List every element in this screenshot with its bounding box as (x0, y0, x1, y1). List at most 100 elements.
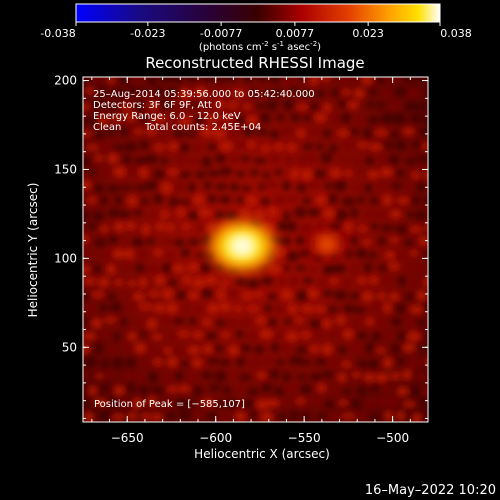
speckle-blob (344, 170, 353, 177)
speckle-blob (308, 266, 318, 273)
speckle-blob (94, 130, 106, 140)
speckle-blob (288, 355, 303, 366)
speckle-blob (187, 263, 201, 272)
speckle-blob (353, 87, 365, 100)
speckle-blob (379, 167, 394, 178)
speckle-blob (380, 112, 395, 125)
speckle-blob (173, 77, 183, 85)
speckle-blob (387, 395, 400, 408)
speckle-blob (88, 169, 98, 176)
speckle-blob (160, 316, 175, 326)
speckle-blob (225, 211, 239, 221)
speckle-blob (302, 114, 313, 122)
speckle-blob (127, 85, 137, 98)
speckle-blob (260, 197, 271, 207)
speckle-blob (282, 371, 291, 383)
speckle-blob (112, 145, 125, 152)
speckle-blob (324, 399, 334, 409)
speckle-blob (144, 154, 159, 164)
speckle-blob (335, 314, 346, 326)
speckle-blob (187, 238, 201, 246)
speckle-blob (330, 167, 342, 178)
speckle-blob (341, 89, 352, 96)
speckle-blob (205, 275, 217, 286)
speckle-blob (180, 248, 190, 258)
speckle-blob (216, 77, 226, 84)
speckle-blob (153, 248, 164, 257)
speckle-blob (396, 331, 408, 341)
speckle-blob (300, 331, 312, 339)
speckle-blob (366, 116, 380, 125)
speckle-blob (357, 385, 368, 396)
y-tick-label: 150 (54, 162, 77, 176)
speckle-blob (92, 210, 105, 222)
speckle-blob (325, 306, 339, 314)
speckle-blob (258, 112, 272, 124)
speckle-blob (208, 114, 218, 124)
speckle-blob (297, 374, 306, 381)
speckle-blob (415, 102, 428, 112)
speckle-blob (101, 359, 110, 368)
speckle-blob (157, 129, 172, 138)
speckle-blob (153, 86, 165, 98)
speckle-blob (262, 89, 275, 97)
speckle-blob (134, 184, 147, 192)
speckle-blob (174, 398, 188, 410)
speckle-blob (390, 182, 404, 189)
speckle-blob (98, 276, 110, 288)
speckle-blob (363, 372, 376, 383)
speckle-blob (248, 410, 258, 419)
colorbar-tick-label: -0.023 (130, 27, 165, 40)
speckle-blob (384, 410, 393, 422)
speckle-blob (273, 303, 285, 315)
speckle-blob (179, 410, 192, 421)
speckle-blob (193, 410, 203, 421)
axes: −650 −600 −550 −500 50 100 150 200 (54, 74, 429, 445)
speckle-blob (241, 399, 256, 409)
speckle-blob (322, 370, 335, 379)
speckle-blob (169, 116, 179, 125)
speckle-blob (396, 386, 409, 397)
speckle-blob (134, 156, 147, 166)
speckle-blob (106, 127, 117, 136)
speckle-blob (98, 304, 109, 312)
speckle-blob (266, 398, 280, 408)
speckle-blob (83, 355, 96, 367)
speckle-blob (133, 128, 143, 135)
speckle-blob (144, 345, 157, 356)
speckle-blob (347, 100, 359, 110)
speckle-blob (289, 85, 299, 96)
speckle-blob (133, 291, 145, 302)
speckle-blob (290, 167, 300, 180)
speckle-blob (302, 142, 313, 151)
speckle-blob (85, 222, 99, 230)
speckle-blob (293, 206, 307, 219)
annotation-total-counts: Total counts: 2.45E+04 (144, 122, 261, 133)
speckle-blob (349, 343, 363, 353)
speckle-blob (214, 152, 227, 164)
speckle-blob (362, 210, 376, 219)
speckle-blob (374, 128, 389, 137)
speckle-blob (294, 317, 305, 324)
speckle-blob (172, 128, 187, 139)
speckle-blob (394, 224, 409, 235)
speckle-blob (295, 235, 306, 246)
speckle-blob (243, 77, 255, 83)
y-tick-label: 200 (54, 74, 77, 88)
speckle-blob (337, 345, 347, 355)
speckle-blob (107, 152, 119, 165)
speckle-blob (349, 399, 362, 408)
speckle-blob (177, 330, 190, 338)
emission-source (233, 238, 252, 253)
speckle-blob (394, 250, 408, 261)
speckle-blob (361, 291, 374, 303)
speckle-blob (415, 210, 428, 221)
speckle-blob (299, 88, 313, 99)
speckle-blob (376, 182, 390, 189)
speckle-blob (83, 264, 91, 274)
speckle-blob (153, 169, 166, 180)
speckle-blob (328, 143, 338, 153)
speckle-blob (268, 369, 280, 380)
speckle-blob (121, 103, 132, 112)
speckle-blob (178, 171, 192, 179)
